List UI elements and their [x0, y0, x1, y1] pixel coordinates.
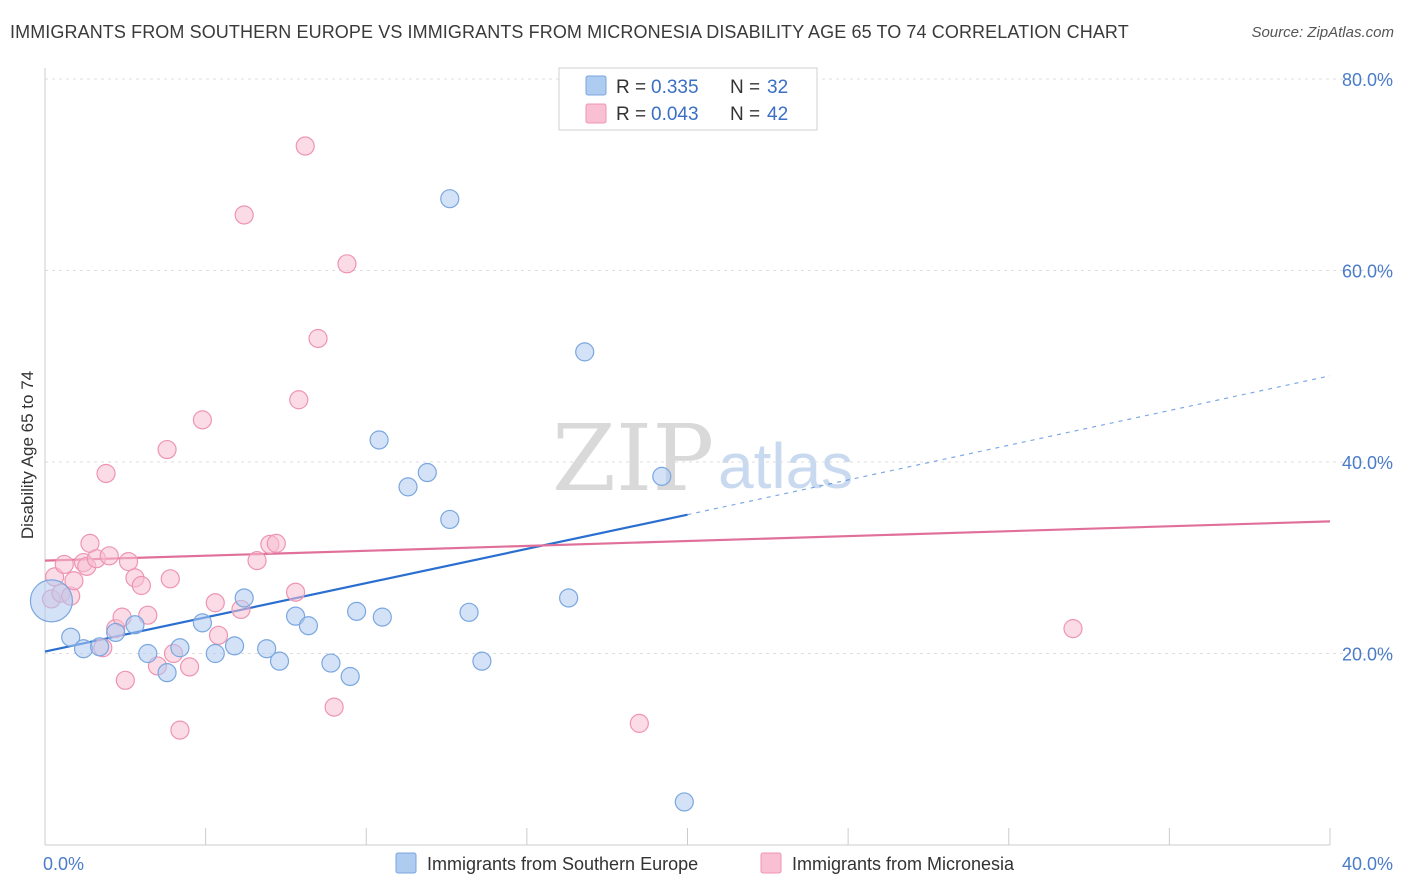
trend-line-southern-europe [44, 513, 688, 653]
y-tick-label: 40.0% [1342, 453, 1393, 473]
stats-r-value-2: 0.043 [651, 104, 699, 125]
point-micronesia [64, 571, 84, 591]
stats-box: R = 0.335 N = 32 R = 0.043 N = 42 [558, 67, 818, 131]
point-micronesia [160, 569, 180, 589]
legend: Immigrants from Southern Europe Immigran… [395, 852, 1015, 874]
point-micronesia [131, 575, 151, 596]
point-southern-europe [298, 616, 319, 636]
point-southern-europe [347, 601, 367, 621]
point-southern-europe [321, 653, 341, 673]
gridlines [45, 78, 1392, 654]
x-tick-label: 0.0% [43, 854, 84, 874]
point-southern-europe [398, 477, 418, 497]
point-micronesia [208, 625, 229, 645]
point-southern-europe [170, 638, 190, 658]
legend-label-southern-europe: Immigrants from Southern Europe [427, 854, 698, 874]
point-micronesia [1063, 619, 1083, 639]
point-southern-europe [440, 509, 460, 530]
watermark-zip: ZIP [552, 405, 714, 512]
point-southern-europe [234, 588, 254, 608]
point-southern-europe [61, 627, 81, 647]
point-southern-europe [269, 651, 290, 671]
point-micronesia [295, 136, 315, 156]
point-micronesia [266, 533, 286, 553]
point-southern-europe [192, 613, 213, 633]
point-southern-europe [157, 663, 177, 683]
point-micronesia [179, 657, 200, 677]
axes [44, 68, 1331, 846]
point-southern-europe [125, 615, 145, 635]
stats-swatch-pink [585, 103, 607, 124]
point-southern-europe [257, 639, 277, 659]
stats-n-value-1: 32 [767, 77, 788, 98]
point-southern-europe [106, 622, 126, 643]
legend-swatch-blue [395, 852, 417, 874]
point-southern-europe [285, 606, 306, 626]
point-micronesia [337, 254, 357, 274]
y-tick-label: 80.0% [1342, 70, 1393, 90]
watermark: ZIP atlas [552, 405, 853, 512]
tick-labels: 20.0% 40.0% 60.0% 80.0% 0.0% 40.0% [43, 70, 1393, 874]
trend-line-micronesia [44, 520, 1331, 562]
point-micronesia [205, 593, 225, 613]
point-micronesia [192, 410, 213, 430]
stats-n-label-2: N = [730, 104, 760, 125]
watermark-atlas: atlas [718, 430, 853, 502]
data-points [29, 136, 1083, 812]
stats-r-label-2: R = [616, 104, 646, 125]
point-southern-europe [340, 666, 360, 687]
trend-line-southern-europe-extension [687, 375, 1331, 516]
point-southern-europe [224, 636, 245, 656]
point-southern-europe [559, 588, 579, 608]
point-southern-europe [205, 643, 225, 664]
point-micronesia [115, 670, 135, 690]
stats-r-label-1: R = [616, 77, 646, 98]
point-southern-europe [369, 430, 389, 450]
point-southern-europe [29, 579, 74, 623]
point-micronesia [138, 605, 158, 625]
point-southern-europe [674, 792, 694, 812]
point-southern-europe [459, 602, 479, 622]
y-axis-label: Disability Age 65 to 74 [18, 371, 37, 539]
point-southern-europe [417, 462, 437, 483]
y-tick-label: 60.0% [1342, 262, 1393, 282]
x-tick-label: 40.0% [1342, 854, 1393, 874]
point-southern-europe [440, 189, 460, 209]
legend-label-micronesia: Immigrants from Micronesia [792, 854, 1015, 874]
point-southern-europe [73, 639, 94, 659]
y-tick-label: 20.0% [1342, 645, 1393, 665]
point-micronesia [96, 463, 116, 484]
point-micronesia [324, 697, 344, 717]
point-micronesia [157, 439, 177, 460]
point-micronesia [629, 713, 649, 733]
point-micronesia [170, 720, 190, 740]
point-southern-europe [472, 651, 492, 671]
point-micronesia [118, 551, 139, 572]
point-micronesia [308, 328, 328, 349]
point-southern-europe [138, 643, 158, 664]
legend-swatch-pink [760, 852, 782, 874]
point-southern-europe [90, 637, 110, 657]
point-southern-europe [575, 342, 595, 362]
point-micronesia [54, 554, 74, 575]
stats-r-value-1: 0.335 [651, 77, 699, 98]
point-micronesia [247, 551, 267, 571]
point-micronesia [289, 390, 309, 410]
source-credit: Source: ZipAtlas.com [1251, 24, 1394, 41]
point-micronesia [285, 582, 306, 602]
point-southern-europe [652, 466, 672, 486]
chart-title: IMMIGRANTS FROM SOUTHERN EUROPE VS IMMIG… [10, 22, 1129, 42]
point-southern-europe [372, 607, 392, 627]
point-micronesia [99, 546, 119, 566]
stats-n-label-1: N = [730, 77, 760, 98]
stats-swatch-blue [585, 75, 607, 96]
point-micronesia [234, 205, 254, 225]
stats-n-value-2: 42 [767, 104, 788, 125]
